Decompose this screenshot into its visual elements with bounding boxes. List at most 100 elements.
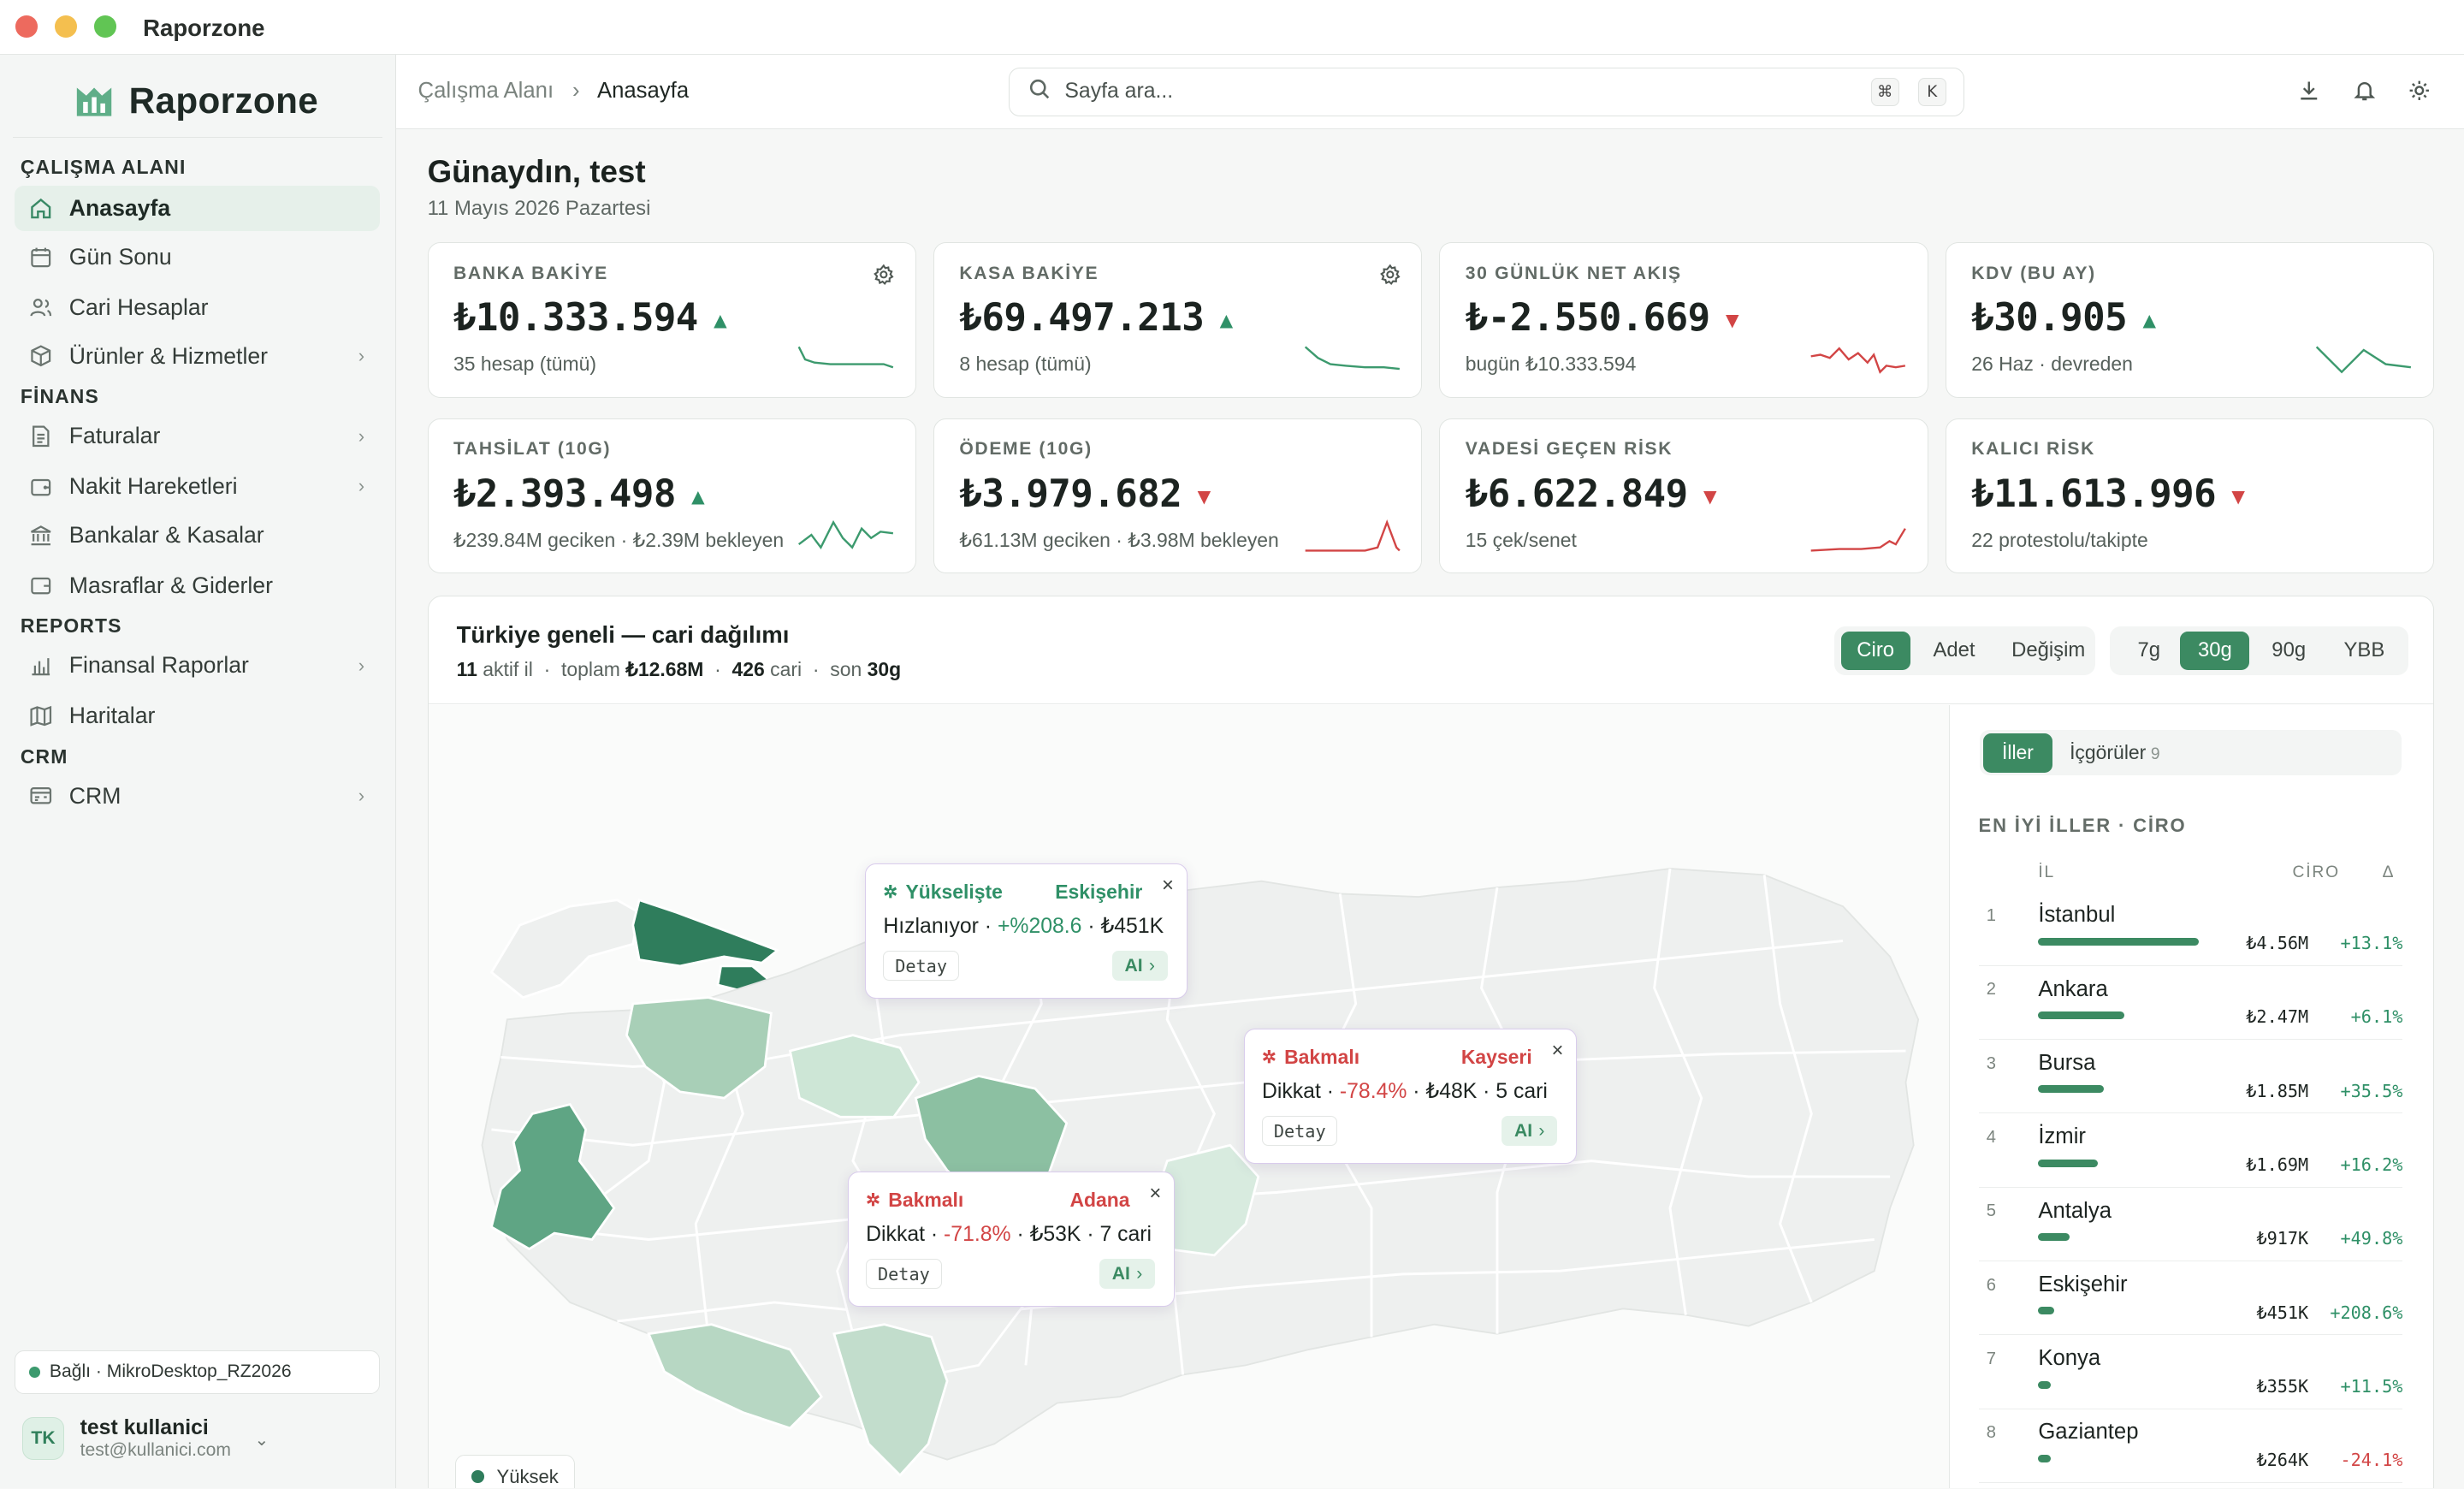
kpi-card-odeme[interactable]: ÖDEME (10G) ₺3.979.682 ▼ ₺61.13M geciken … [933, 418, 1423, 574]
ai-button[interactable]: AI › [1111, 951, 1168, 982]
metric-ciro-button[interactable]: Ciro [1840, 631, 1910, 671]
kpi-card-tahsilat[interactable]: TAHSİLAT (10G) ₺2.393.498 ▲ ₺239.84M geci… [427, 418, 916, 574]
map-subtitle: 11 aktif il · toplam ₺12.68M · 426 cari … [456, 657, 902, 680]
sidebar-item-haritalar[interactable]: Haritalar [15, 693, 381, 739]
tab-icgoruler[interactable]: İçgörüler 9 [2070, 741, 2159, 764]
legend-swatch [471, 1470, 484, 1483]
section-crm: CRM [20, 744, 68, 768]
table-row[interactable]: 3 Bursa ₺1.85M +35.5% [1978, 1040, 2403, 1114]
metric-degisim-button[interactable]: Değişim [2011, 638, 2086, 662]
user-name: test kullanici [80, 1415, 209, 1439]
rank-number: 1 [1986, 905, 1996, 925]
table-row[interactable]: 6 Eskişehir ₺451K +208.6% [1978, 1261, 2403, 1336]
period-ybb-button[interactable]: YBB [2343, 638, 2385, 662]
detail-button[interactable]: Detay [866, 1259, 942, 1290]
sidebar-item-cari-hesaplar[interactable]: Cari Hesaplar [15, 284, 381, 329]
sidebar-item-label: Bankalar & Kasalar [68, 521, 264, 548]
sidebar-item-label: Cari Hesaplar [68, 294, 209, 320]
search-icon [1028, 78, 1051, 106]
close-icon[interactable]: × [1551, 1039, 1564, 1063]
active-count: 11 [456, 657, 477, 680]
breadcrumb-separator-icon: › [572, 78, 580, 103]
province-name: İzmir [2038, 1124, 2086, 1149]
ai-button[interactable]: AI › [1502, 1116, 1558, 1147]
table-row[interactable]: 4 İzmir ₺1.69M +16.2% [1978, 1113, 2403, 1188]
close-icon[interactable]: × [1162, 874, 1174, 898]
sparkline [798, 520, 894, 550]
province-name: Bursa [2038, 1050, 2096, 1075]
metric-adet-button[interactable]: Adet [1933, 638, 1975, 662]
sidebar-item-label: Ürünler & Hizmetler [68, 342, 269, 369]
sidebar-item-urunler-hizmetler[interactable]: Ürünler & Hizmetler › [15, 333, 381, 378]
province-revenue: ₺2.47M [2246, 1006, 2309, 1028]
province-delta: +49.8% [2340, 1228, 2403, 1249]
kpi-card-kdv[interactable]: KDV (BU AY) ₺30.905 ▲ 26 Haz · devreden [1945, 241, 2435, 398]
province-delta: +6.1% [2350, 1006, 2403, 1028]
kpi-label: BANKA BAKİYE [453, 263, 608, 283]
period-90g-button[interactable]: 90g [2272, 638, 2307, 662]
zoom-window-button[interactable] [94, 15, 116, 39]
insight-prefix: Dikkat · [866, 1223, 945, 1247]
kpi-card-kalici-risk[interactable]: KALICI RİSK ₺11.613.996 ▼ 22 protestolu/t… [1945, 418, 2435, 574]
insight-line: Dikkat · -78.4% · ₺48K · 5 cari [1262, 1078, 1548, 1104]
brand[interactable]: Raporzone [75, 80, 318, 122]
sparkle-icon: ✲ [866, 1190, 881, 1210]
sidebar-item-anasayfa[interactable]: Anasayfa [14, 185, 381, 231]
detail-button[interactable]: Detay [883, 951, 959, 982]
search-input[interactable]: Sayfa ara... ⌘ K [1009, 67, 1964, 116]
turkey-map[interactable]: ✲ Yükselişte Eskişehir × Hızlanıyor · +%2… [428, 704, 1950, 1489]
kpi-value: ₺3.979.682 [959, 472, 1182, 516]
sidebar-item-crm[interactable]: CRM › [15, 774, 381, 819]
map-panel: Türkiye geneli — cari dağılımı 11 aktif … [427, 596, 2435, 1489]
province-name: Eskişehir [2038, 1272, 2128, 1296]
gear-icon[interactable] [873, 264, 895, 293]
sidebar-item-nakit-hareketleri[interactable]: Nakit Hareketleri › [15, 464, 381, 509]
close-window-button[interactable] [15, 15, 38, 39]
period-value: 30g [867, 657, 902, 680]
insight-prefix: Hızlanıyor · [883, 915, 998, 939]
table-row[interactable]: 5 Antalya ₺917K +49.8% [1978, 1188, 2403, 1261]
kpi-card-kasa-bakiye[interactable]: KASA BAKİYE ₺69.497.213 ▲ 8 hesap (tümü) [933, 241, 1423, 398]
kpi-card-net-akis[interactable]: 30 GÜNLÜK NET AKIŞ ₺-2.550.669 ▼ bugün ₺1… [1439, 241, 1928, 398]
rank-number: 4 [1986, 1127, 1996, 1147]
gear-icon[interactable] [1379, 264, 1401, 293]
tab-iller[interactable]: İller [1983, 733, 2052, 773]
theme-icon[interactable] [2408, 79, 2431, 110]
download-icon[interactable] [2297, 79, 2321, 110]
ai-button[interactable]: AI › [1099, 1259, 1155, 1290]
box-icon [28, 343, 53, 368]
breadcrumb-parent[interactable]: Çalışma Alanı [418, 78, 554, 103]
table-row[interactable]: 8 Gaziantep ₺264K -24.1% [1978, 1409, 2403, 1483]
table-row[interactable]: 1 İstanbul ₺4.56M +13.1% [1978, 892, 2403, 966]
connection-status[interactable]: Bağlı · MikroDesktop_RZ2026 [14, 1350, 381, 1395]
kpi-sub: 35 hesap (tümü) [453, 353, 596, 376]
table-row[interactable]: 2 Ankara ₺2.47M +6.1% [1978, 966, 2403, 1041]
sidebar-item-label: Haritalar [68, 703, 156, 729]
table-row[interactable]: 7 Konya ₺355K +11.5% [1978, 1335, 2403, 1409]
minimize-window-button[interactable] [55, 15, 77, 39]
bell-icon[interactable] [2353, 79, 2377, 110]
kpi-card-banka-bakiye[interactable]: BANKA BAKİYE ₺10.333.594 ▲ 35 hesap (tümü… [427, 241, 916, 398]
share-bar [2038, 1011, 2125, 1020]
detail-button[interactable]: Detay [1262, 1116, 1338, 1147]
period-30g-button[interactable]: 30g [2180, 631, 2250, 671]
kbd-k: K [1917, 77, 1946, 107]
chevron-right-icon: › [358, 475, 365, 497]
province-edirne [489, 899, 641, 999]
ranking-panel: İller İçgörüler 9 EN İYİ İLLER · CİRO İL … [1949, 704, 2434, 1489]
sidebar-item-faturalar[interactable]: Faturalar › [15, 413, 381, 459]
sidebar-item-bankalar-kasalar[interactable]: Bankalar & Kasalar [15, 513, 381, 558]
insight-prefix: Dikkat · [1262, 1080, 1340, 1104]
period-7g-button[interactable]: 7g [2137, 638, 2160, 662]
cari-count: 426 [732, 657, 765, 680]
trend-up-icon: ▲ [714, 310, 727, 331]
close-icon[interactable]: × [1149, 1182, 1162, 1206]
sidebar-item-finansal-raporlar[interactable]: Finansal Raporlar › [15, 643, 381, 688]
user-menu[interactable]: TK test kullanici test@kullanici.com ⌄ [21, 1415, 269, 1461]
map-legend: Yüksek [454, 1454, 576, 1489]
logo-icon [76, 87, 112, 117]
sidebar-item-gun-sonu[interactable]: Gün Sonu [15, 234, 381, 280]
sidebar-item-masraflar-giderler[interactable]: Masraflar & Giderler [15, 563, 381, 608]
kpi-card-vadesi-gecen-risk[interactable]: VADESİ GEÇEN RİSK ₺6.622.849 ▼ 15 çek/sen… [1439, 418, 1928, 574]
insight-suffix: · ₺48K · 5 cari [1407, 1080, 1548, 1104]
